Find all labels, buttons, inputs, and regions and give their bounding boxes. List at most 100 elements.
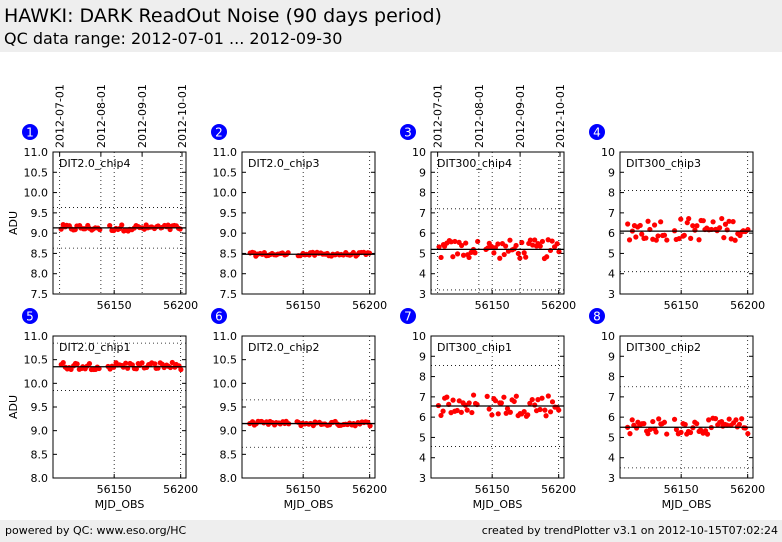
panel-label: DIT2.0_chip4 (59, 157, 130, 170)
x-axis-label: MJD_OBS (284, 498, 334, 511)
data-point (529, 396, 535, 403)
data-point (706, 417, 712, 423)
data-point (673, 426, 680, 433)
data-point (503, 410, 509, 416)
y-tick-label: 5 (608, 431, 615, 444)
data-point (700, 218, 706, 224)
data-point (495, 241, 501, 247)
data-point (690, 223, 696, 229)
y-tick-label: 4 (608, 452, 615, 465)
data-series (436, 237, 562, 262)
data-point (167, 364, 174, 371)
x-axis-label: MJD_OBS (662, 498, 712, 511)
data-point (511, 398, 517, 405)
data-point (653, 429, 659, 435)
x-tick-label: 56200 (352, 299, 387, 312)
data-point (687, 429, 694, 436)
data-point (521, 250, 527, 256)
data-point (123, 360, 129, 366)
header-bar: HAWKI: DARK ReadOut Noise (90 days perio… (0, 0, 782, 52)
data-point (165, 222, 171, 228)
x-tick-label: 56150 (286, 299, 321, 312)
data-point (491, 250, 497, 256)
data-point (470, 392, 477, 398)
y-tick-label: 8 (419, 187, 426, 200)
data-point (684, 220, 690, 226)
data-point (678, 216, 684, 222)
x-tick-label: 56150 (475, 299, 510, 312)
y-tick-label: 7 (419, 391, 426, 404)
y-tick-label: 11.0 (213, 146, 238, 159)
data-point (492, 398, 499, 404)
chart-panel-4: 3 4 5 6 7 8 9 10 56150 56200 DIT300_chip3 4 (589, 124, 765, 312)
data-point (454, 251, 461, 257)
data-point (676, 235, 682, 242)
data-point (637, 222, 643, 229)
page-subtitle: QC data range: 2012-07-01 ... 2012-09-30 (4, 29, 343, 48)
y-tick-label: 11.0 (213, 330, 238, 343)
data-point (466, 400, 472, 406)
y-axis-label: ADU (7, 395, 20, 419)
y-tick-label: 10 (601, 146, 615, 159)
data-point (475, 238, 481, 245)
panel-label: DIT2.0_chip1 (59, 341, 130, 354)
data-point (745, 431, 751, 437)
data-point (549, 399, 556, 405)
data-point (503, 243, 509, 249)
x-tick-label: 56150 (475, 483, 510, 496)
data-point (152, 361, 158, 367)
data-point (486, 406, 492, 412)
panel-badge-number: 6 (215, 310, 223, 324)
data-point (469, 409, 475, 416)
data-point (484, 393, 490, 399)
y-tick-label: 11.0 (24, 330, 49, 343)
plot-frame (241, 151, 376, 295)
data-point (639, 231, 645, 237)
date-tick-label: 2012-10-01 (554, 84, 567, 148)
date-tick-label: 2012-09-01 (136, 84, 149, 148)
y-tick-label: 7.5 (31, 288, 49, 301)
chart-panel-5: 8.0 8.5 9.0 9.5 10.0 10.5 11.0 56150 56200 DIT2.0… (7, 308, 198, 511)
date-tick-label: 2012-08-01 (95, 84, 108, 148)
panel-label: DIT300_chip2 (626, 341, 701, 354)
data-point (627, 431, 633, 437)
data-point (530, 242, 536, 248)
data-point (645, 431, 651, 437)
y-tick-label: 8.5 (220, 448, 238, 461)
data-point (367, 423, 373, 429)
y-tick-label: 11.0 (24, 146, 49, 159)
data-point (629, 417, 635, 423)
y-tick-label: 7 (419, 207, 426, 220)
x-tick-label: 56150 (97, 299, 132, 312)
data-point (507, 409, 513, 415)
x-axis-label: MJD_OBS (95, 498, 145, 511)
data-point (661, 419, 668, 425)
y-tick-label: 8.5 (31, 247, 49, 260)
y-tick-label: 10 (412, 146, 426, 159)
data-point (513, 242, 519, 249)
x-tick-label: 56200 (541, 483, 576, 496)
y-tick-label: 9 (608, 350, 615, 363)
data-series (625, 415, 751, 437)
panel-badge (22, 308, 38, 324)
footer-powered-by[interactable]: powered by QC: www.eso.org/HC (5, 524, 187, 537)
data-point (686, 216, 692, 222)
y-axis-label: ADU (7, 211, 20, 235)
data-point (694, 421, 700, 427)
data-point (139, 360, 145, 366)
data-point (178, 366, 184, 373)
y-tick-label: 9.0 (31, 425, 49, 438)
data-point (452, 238, 458, 245)
y-tick-label: 10.5 (213, 354, 238, 367)
date-tick-label: 2012-08-01 (473, 84, 486, 148)
y-tick-label: 5 (419, 431, 426, 444)
data-point (721, 235, 727, 241)
data-point (544, 254, 550, 260)
panel-badge (211, 124, 227, 140)
data-point (458, 409, 464, 415)
chart-panel-6: 8.0 8.5 9.0 9.5 10.0 10.5 11.0 56150 56200 DIT2.0… (211, 308, 387, 511)
y-tick-label: 9.0 (220, 227, 238, 240)
data-point (653, 237, 659, 243)
data-point (730, 219, 736, 225)
plot-frame (52, 151, 187, 295)
